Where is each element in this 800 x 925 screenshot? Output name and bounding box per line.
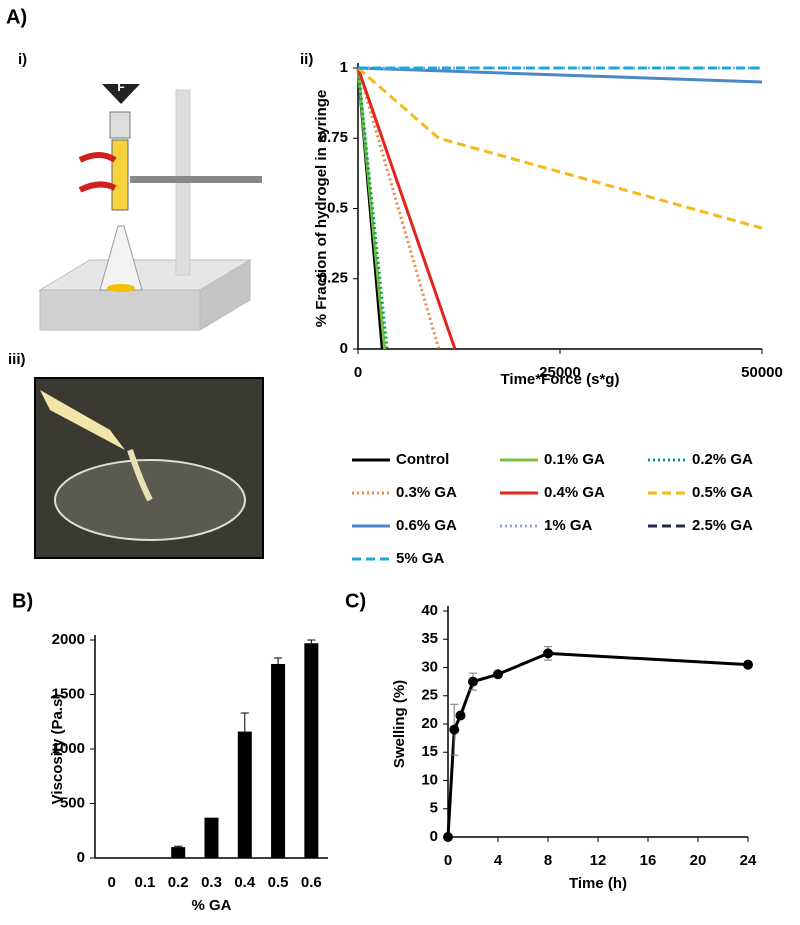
marker [743, 659, 753, 670]
error-bar [274, 657, 283, 664]
x-tick-label: 25000 [539, 364, 581, 381]
line [356, 67, 457, 350]
y-tick-label: 20 [421, 715, 438, 732]
error-bar [307, 639, 316, 644]
illustration: F [38, 80, 262, 331]
line [356, 67, 441, 350]
panel-label: iii) [8, 351, 26, 368]
y-tick-label: 0 [340, 340, 348, 357]
legend-label: 0.4% GA [544, 484, 605, 501]
legend-label: 2.5% GA [692, 517, 753, 534]
y-tick-label: 5 [430, 800, 438, 817]
y-tick-label: 10 [421, 771, 438, 788]
x-tick-label: 0.6 [301, 874, 322, 891]
y-tick-label: 0.5 [327, 199, 348, 216]
line [356, 67, 389, 350]
x-axis-label: Time*Force (s*g) [501, 371, 620, 388]
legend-label: 0.1% GA [544, 451, 605, 468]
y-tick-label: 15 [421, 743, 438, 760]
legend-label: 0.5% GA [692, 484, 753, 501]
bar [271, 663, 286, 858]
marker [493, 669, 503, 680]
x-tick-label: 50000 [741, 364, 783, 381]
line [357, 66, 763, 230]
bar [304, 643, 319, 858]
y-tick-label: 0 [77, 849, 85, 866]
marker [468, 676, 478, 687]
photo [34, 377, 264, 559]
error-bar [240, 712, 249, 732]
x-tick-label: 12 [590, 852, 607, 869]
marker [449, 724, 460, 735]
panel-label: A) [6, 6, 27, 28]
bar [171, 847, 186, 858]
y-tick-label: 0.75 [319, 129, 348, 146]
y-tick-label: 25 [421, 687, 438, 704]
x-tick-label: 8 [544, 852, 552, 869]
bar [237, 731, 252, 858]
x-tick-label: 20 [690, 852, 707, 869]
legend-label: 0.2% GA [692, 451, 753, 468]
legend-label: 5% GA [396, 550, 445, 567]
y-tick-label: 40 [421, 602, 438, 619]
x-tick-label: 0 [107, 874, 115, 891]
y-axis-label: % Fraction of hydrogel in syringe [313, 90, 330, 328]
x-tick-label: 0.5 [268, 874, 289, 891]
legend-label: 0.6% GA [396, 517, 457, 534]
x-axis-label: Time (h) [569, 875, 627, 892]
y-tick-label: 500 [60, 794, 85, 811]
y-tick-label: 2000 [52, 631, 85, 648]
panel-label: C) [345, 590, 366, 612]
y-axis-label: Swelling (%) [391, 680, 408, 768]
line [357, 66, 763, 84]
legend-label: 1% GA [544, 517, 593, 534]
legend-label: Control [396, 451, 449, 468]
panel-label: ii) [300, 51, 313, 68]
force-label: F [117, 80, 124, 94]
x-tick-label: 0 [444, 852, 452, 869]
marker [443, 832, 453, 842]
y-tick-label: 0 [430, 828, 438, 845]
y-tick-label: 1000 [52, 740, 85, 757]
x-tick-label: 0.2 [168, 874, 189, 891]
line [446, 651, 749, 838]
x-tick-label: 0.3 [201, 874, 222, 891]
marker [455, 710, 466, 721]
y-tick-label: 1 [340, 59, 348, 76]
panel-label: B) [12, 590, 33, 612]
x-tick-label: 4 [494, 852, 503, 869]
y-tick-label: 1500 [52, 685, 85, 702]
error-bar [174, 845, 183, 848]
y-tick-label: 30 [421, 658, 438, 675]
x-tick-label: 16 [640, 852, 657, 869]
panel-label: i) [18, 51, 27, 68]
y-tick-label: 0.25 [319, 270, 348, 287]
legend-label: 0.3% GA [396, 484, 457, 501]
y-tick-label: 35 [421, 630, 438, 647]
x-axis-label: % GA [191, 897, 231, 914]
x-tick-label: 0.1 [134, 874, 155, 891]
x-tick-label: 0 [354, 364, 362, 381]
bar [204, 817, 219, 858]
marker [543, 648, 553, 659]
x-tick-label: 24 [740, 852, 757, 869]
x-tick-label: 0.4 [234, 874, 256, 891]
y-axis-label: Viscosity (Pa.s) [49, 694, 66, 805]
